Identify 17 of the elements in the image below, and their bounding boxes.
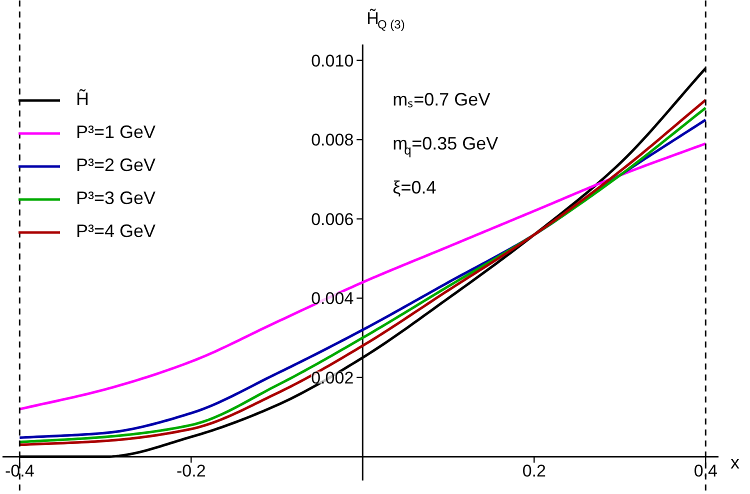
legend-label: P³=3 GeV [76, 188, 156, 209]
legend-label: P³=4 GeV [76, 221, 156, 242]
y-tick-label: 0.004 [311, 289, 354, 308]
y-tick-label: 0.008 [311, 130, 354, 150]
annotation: ξ=0.4 [392, 178, 436, 198]
y-tick-label: 0.002 [311, 368, 354, 388]
legend-label: P³=2 GeV [76, 155, 156, 176]
y-tick-label: 0.006 [311, 210, 354, 229]
legend-label: H̃ [76, 89, 90, 110]
legend-label: P³=1 GeV [76, 122, 156, 143]
x-axis-title: x [730, 452, 740, 473]
x-tick-label: -0.4 [5, 462, 34, 481]
x-tick-label: 0.4 [694, 462, 718, 481]
x-tick-label: -0.2 [176, 462, 206, 481]
x-tick-label: 0.2 [522, 462, 546, 481]
annotation: mₛ=0.7 GeV [392, 90, 490, 110]
y-tick-label: 0.010 [311, 51, 354, 70]
